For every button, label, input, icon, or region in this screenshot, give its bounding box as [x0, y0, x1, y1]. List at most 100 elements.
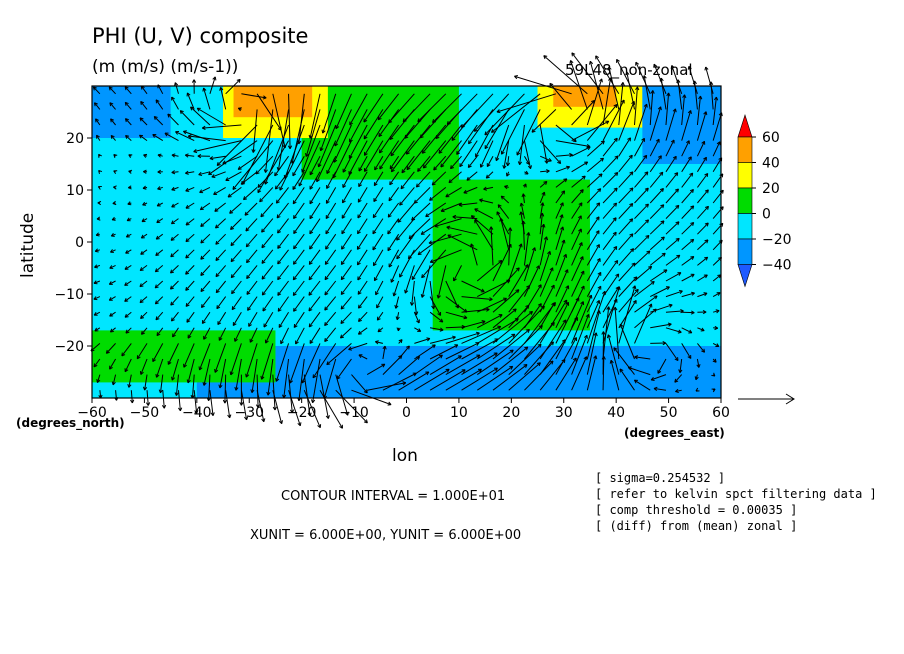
- unit-scale-note: XUNIT = 6.000E+00, YUNIT = 6.000E+00: [250, 528, 522, 543]
- wind-vector: [523, 232, 531, 266]
- wind-vector: [217, 311, 227, 326]
- wind-vector: [175, 130, 195, 142]
- wind-vector: [595, 55, 620, 95]
- wind-vector: [215, 233, 227, 245]
- wind-vector: [539, 267, 554, 297]
- wind-vector: [408, 218, 431, 240]
- wind-vector: [602, 273, 620, 297]
- wind-vector: [422, 140, 447, 169]
- wind-vector: [539, 191, 546, 204]
- wind-vector: [569, 60, 588, 110]
- wind-vector: [447, 234, 478, 251]
- wind-vector: [445, 186, 462, 198]
- wind-vector: [157, 153, 163, 158]
- x-tick-label: −60: [77, 405, 107, 421]
- colorbar-cap-top: [737, 114, 753, 138]
- wind-vector: [214, 343, 227, 373]
- wind-vector: [504, 184, 509, 190]
- x-tick-label: 0: [402, 405, 411, 421]
- wind-vector: [681, 172, 694, 188]
- wind-vector: [713, 325, 719, 331]
- wind-vector: [351, 374, 368, 394]
- wind-vector: [179, 110, 195, 126]
- wind-vector: [277, 218, 289, 234]
- wind-vector: [156, 202, 163, 207]
- wind-vector: [665, 204, 680, 219]
- wind-vector: [618, 288, 639, 313]
- wind-vector: [142, 185, 148, 190]
- wind-vector: [484, 109, 510, 150]
- wind-vector: [170, 311, 179, 322]
- x-tick-label: 40: [607, 405, 625, 421]
- wind-vector: [429, 249, 462, 264]
- wind-vector: [190, 106, 211, 126]
- wind-vector: [429, 344, 459, 360]
- wind-vector: [697, 292, 708, 298]
- wind-vector: [97, 185, 102, 190]
- wind-vector: [695, 387, 700, 392]
- wind-vector: [333, 124, 352, 163]
- wind-vector: [389, 171, 400, 186]
- wind-vector: [96, 134, 101, 141]
- wind-vector: [665, 108, 677, 141]
- wind-vector: [105, 343, 116, 354]
- wind-vector: [157, 169, 163, 175]
- wind-vector: [363, 140, 384, 172]
- wind-vector: [174, 82, 179, 94]
- wind-vector: [309, 233, 321, 250]
- wind-vector: [508, 362, 541, 391]
- wind-vector: [602, 202, 618, 219]
- wind-vector: [335, 389, 368, 424]
- wind-vector: [275, 187, 289, 204]
- colorbar-label: −40: [762, 258, 792, 274]
- wind-vector: [398, 345, 410, 360]
- wind-vector: [417, 93, 447, 123]
- wind-vector: [260, 343, 274, 380]
- wind-vector: [613, 306, 620, 360]
- wind-vector: [127, 201, 132, 206]
- wind-vector: [414, 337, 431, 344]
- wind-vector: [571, 334, 588, 375]
- wind-vector: [602, 187, 618, 204]
- wind-vector: [539, 284, 555, 313]
- wind-vector: [139, 358, 148, 375]
- wind-vector: [657, 358, 667, 374]
- wind-vector: [711, 388, 716, 393]
- wind-vector: [414, 354, 443, 376]
- wind-vector: [492, 308, 517, 329]
- wind-vector: [274, 155, 289, 177]
- wind-vector: [475, 124, 494, 158]
- wind-vector: [681, 110, 692, 141]
- wind-vector: [681, 140, 690, 157]
- wind-vector: [309, 187, 321, 205]
- wind-vector: [586, 244, 600, 266]
- wind-vector: [635, 61, 651, 95]
- wind-vector: [98, 169, 103, 174]
- wind-vector: [124, 296, 132, 302]
- wind-vector: [539, 250, 552, 282]
- wind-vector: [94, 264, 101, 269]
- wind-vector: [239, 374, 244, 406]
- wind-vector: [524, 284, 542, 313]
- wind-vector: [634, 280, 655, 297]
- wind-vector: [324, 311, 337, 327]
- wind-vector: [161, 390, 167, 409]
- wind-vector: [571, 161, 589, 173]
- wind-vector: [93, 311, 101, 316]
- wind-vector: [500, 195, 510, 204]
- wind-vector: [571, 175, 586, 188]
- x-tick-label: −20: [287, 405, 317, 421]
- wind-vector: [665, 254, 681, 266]
- wind-vector: [445, 311, 468, 320]
- wind-vector: [373, 187, 384, 203]
- x-tick-label: 30: [555, 405, 573, 421]
- wind-vector: [308, 265, 321, 281]
- wind-vector: [94, 248, 101, 253]
- wind-vector: [227, 186, 242, 198]
- wind-vector: [108, 280, 116, 285]
- wind-vector: [713, 309, 720, 314]
- wind-vector: [539, 223, 546, 250]
- wind-vector: [697, 274, 708, 282]
- wind-vector: [649, 236, 665, 251]
